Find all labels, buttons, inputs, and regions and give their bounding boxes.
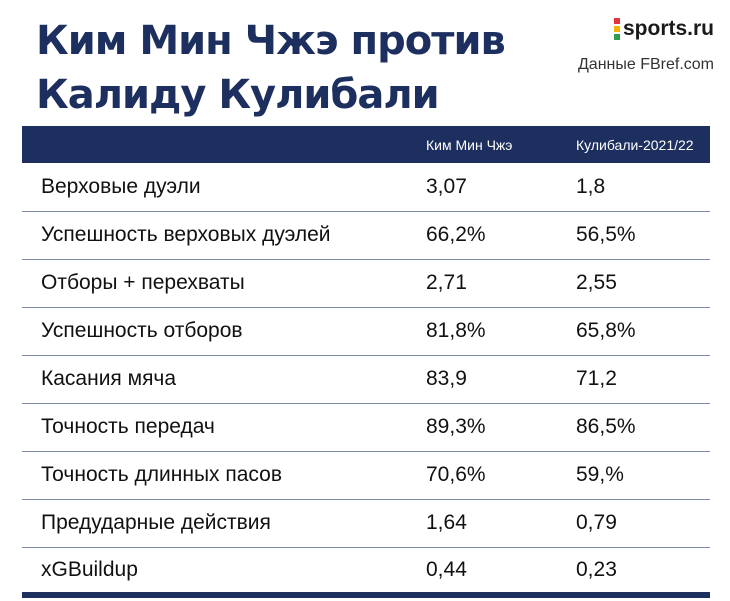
- table-row: xGBuildup 0,44 0,23: [22, 547, 710, 595]
- table-header: Ким Мин Чжэ Кулибали-2021/22: [22, 126, 710, 163]
- kim-value: 1,64: [426, 511, 467, 534]
- table-row: Касания мяча 83,9 71,2: [22, 355, 710, 403]
- koulibaly-value: 65,8%: [576, 319, 636, 342]
- kim-value: 3,07: [426, 174, 467, 198]
- koulibaly-value: 71,2: [576, 367, 617, 390]
- koulibaly-value: 56,5%: [576, 223, 636, 246]
- table-row: Успешность отборов 81,8% 65,8%: [22, 307, 710, 355]
- kim-value: 70,6%: [426, 463, 486, 486]
- stat-label: Касания мяча: [41, 367, 177, 390]
- stat-label: Отборы + перехваты: [41, 271, 245, 294]
- kim-value: 81,8%: [426, 319, 486, 342]
- koulibaly-value: 59,%: [576, 463, 624, 486]
- koulibaly-value: 0,79: [576, 511, 617, 534]
- koulibaly-value: 1,8: [576, 174, 606, 198]
- stat-label: Точность длинных пасов: [41, 463, 282, 486]
- table-row: Верховые дуэли 3,07 1,8: [22, 163, 710, 211]
- table-body: Верховые дуэли 3,07 1,8 Успешность верховых…: [22, 163, 710, 595]
- header-koulibaly: Кулибали-2021/22: [576, 136, 694, 153]
- koulibaly-value: 86,5%: [576, 415, 636, 438]
- stat-label: Верховые дуэли: [41, 174, 201, 198]
- stat-label: Успешность верховых дуэлей: [41, 223, 331, 246]
- header-row: Ким Мин Чжэ Кулибали-2021/22: [22, 126, 710, 163]
- header-kim: Ким Мин Чжэ: [426, 136, 513, 153]
- table-row: Точность длинных пасов 70,6% 59,%: [22, 451, 710, 499]
- title-line-2: Калиду Кулибали: [36, 72, 440, 118]
- table-row: Точность передач 89,3% 86,5%: [22, 403, 710, 451]
- logo-dot-red: [613, 18, 620, 24]
- koulibaly-value: 2,55: [576, 271, 617, 294]
- title-line-1: Ким Мин Чжэ против: [36, 18, 506, 64]
- kim-value: 89,3%: [426, 415, 486, 438]
- kim-value: 0,44: [426, 557, 467, 581]
- header-label: [22, 126, 426, 163]
- data-source: Данные FBref.com: [577, 56, 714, 73]
- logo-dot-yellow: [613, 26, 620, 32]
- stat-label: Точность передач: [41, 415, 215, 438]
- kim-value: 83,9: [426, 367, 467, 390]
- logo-text: sports.ru: [622, 17, 714, 40]
- comparison-table: Ким Мин Чжэ Кулибали-2021/22 Верховые ду…: [22, 126, 710, 598]
- kim-value: 2,71: [426, 271, 467, 294]
- logo-dot-green: [613, 34, 620, 40]
- table-row: Успешность верховых дуэлей 66,2% 56,5%: [22, 211, 710, 259]
- koulibaly-value: 0,23: [576, 557, 617, 581]
- brand-block: sports.ru Данные FBref.com: [578, 16, 714, 74]
- sports-ru-logo: sports.ru: [578, 16, 714, 42]
- table-row: Предударные действия 1,64 0,79: [22, 499, 710, 547]
- table-row: Отборы + перехваты 2,71 2,55: [22, 259, 710, 307]
- logo-dots-icon: [613, 18, 620, 40]
- stat-label: Успешность отборов: [41, 319, 243, 342]
- page-title: Ким Мин Чжэ против Калиду Кулибали: [36, 14, 556, 122]
- stat-label: Предударные действия: [41, 511, 271, 534]
- kim-value: 66,2%: [426, 223, 486, 246]
- stat-label: xGBuildup: [41, 557, 138, 581]
